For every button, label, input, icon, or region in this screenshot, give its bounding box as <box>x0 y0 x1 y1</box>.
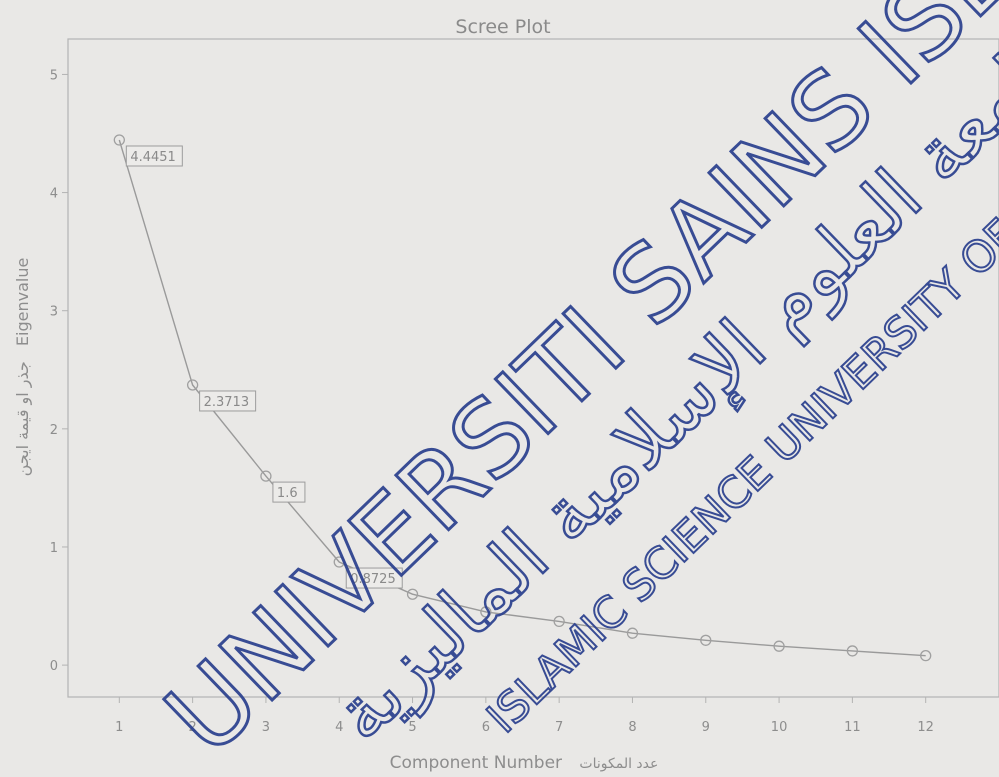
data-point <box>920 650 932 662</box>
data-point <box>846 645 859 657</box>
x-tick-label: 10 <box>771 720 788 735</box>
x-axis-title-english: Component Number <box>390 753 562 773</box>
data-point <box>480 606 492 618</box>
data-point <box>333 556 345 568</box>
y-tick-label: 0 <box>50 659 58 674</box>
x-tick-label: 9 <box>702 720 710 735</box>
data-label-box <box>272 481 306 503</box>
x-tick-label: 1 <box>115 720 123 735</box>
data-label-box <box>345 567 403 589</box>
x-axis: 1 2 3 4 5 6 7 8 9 10 11 12 <box>115 697 934 735</box>
data-label: 4.4451 <box>130 150 176 165</box>
x-tick-label: 2 <box>188 720 196 735</box>
series-eigenvalue <box>113 134 932 662</box>
y-tick-label: 2 <box>50 423 58 438</box>
y-axis: 0 1 2 3 4 5 <box>50 68 68 674</box>
x-axis-title-arabic: عدد المكونات <box>579 756 658 772</box>
x-axis-title: Component Number عدد المكونات <box>390 753 659 773</box>
y-tick-label: 3 <box>50 305 58 320</box>
y-axis-title-group: جذر او قيمة ايجن Eigenvalue <box>13 258 33 477</box>
data-point <box>626 627 639 639</box>
y-axis-title: جذر او قيمة ايجن Eigenvalue <box>13 258 33 477</box>
chart-title: Scree Plot <box>455 16 550 38</box>
x-tick-label: 8 <box>628 720 636 735</box>
data-label-box <box>125 145 183 167</box>
data-point <box>113 134 125 146</box>
plot-frame <box>67 38 999 698</box>
data-label: 0.8725 <box>350 572 396 587</box>
data-point <box>773 640 785 652</box>
x-tick-label: 7 <box>555 720 563 735</box>
x-tick-label: 4 <box>335 720 343 735</box>
series-line <box>118 139 926 657</box>
x-tick-label: 5 <box>408 720 416 735</box>
data-label: 2.3713 <box>204 395 250 410</box>
y-axis-title-english: Eigenvalue <box>13 258 32 346</box>
data-label: 1.6 <box>277 486 298 501</box>
x-tick-label: 6 <box>482 720 490 735</box>
x-tick-label: 12 <box>917 720 934 735</box>
y-tick-label: 4 <box>50 187 58 202</box>
data-point <box>700 634 712 646</box>
data-point <box>260 470 272 482</box>
y-tick-label: 5 <box>50 68 58 83</box>
x-tick-label: 3 <box>262 720 270 735</box>
watermark: UNIVERSITI SAINS ISLAM جامعة العلوم الإس… <box>141 0 999 777</box>
data-point <box>406 588 419 600</box>
x-tick-label: 11 <box>844 720 861 735</box>
data-label-box <box>199 390 257 412</box>
y-axis-title-arabic: جذر او قيمة ايجن <box>13 361 33 476</box>
y-tick-label: 1 <box>50 541 58 556</box>
data-point <box>553 615 565 628</box>
data-point <box>186 379 199 391</box>
data-labels: 4.4451 2.3713 1.6 0.8725 <box>125 145 403 589</box>
